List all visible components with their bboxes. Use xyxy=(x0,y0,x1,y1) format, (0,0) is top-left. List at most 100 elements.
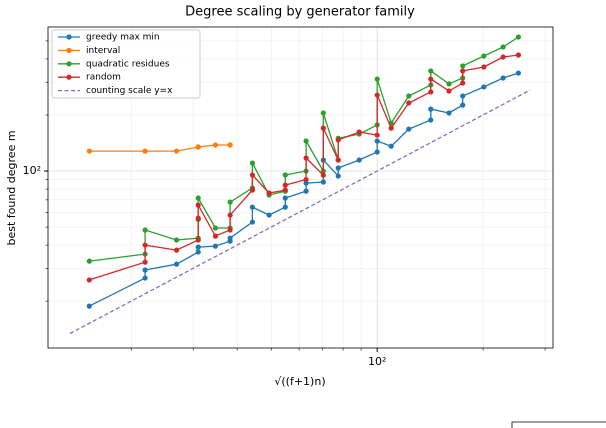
data-point xyxy=(320,125,326,131)
series-line xyxy=(89,54,519,281)
data-point xyxy=(173,237,180,243)
data-point xyxy=(303,188,309,194)
data-point xyxy=(227,199,233,205)
data-point xyxy=(303,155,309,161)
data-point xyxy=(195,215,201,221)
data-point xyxy=(374,92,380,98)
legend-label: quadratic residues xyxy=(86,59,170,69)
data-point xyxy=(282,182,288,188)
data-point xyxy=(266,190,272,196)
legend: greedy max min interval quadratic residues… xyxy=(51,29,201,99)
data-point xyxy=(428,89,434,95)
data-point xyxy=(266,212,272,218)
data-point xyxy=(335,173,341,179)
legend-marker xyxy=(66,74,72,80)
x-axis-label: √((f+1)n) xyxy=(274,375,325,388)
chart-title: Degree scaling by generator family xyxy=(185,5,415,20)
data-point xyxy=(212,142,219,148)
data-point xyxy=(388,143,394,149)
legend-label: random xyxy=(86,73,121,83)
legend-marker xyxy=(66,34,72,40)
data-point xyxy=(212,225,219,231)
data-point xyxy=(212,243,219,249)
legend-marker xyxy=(66,61,72,67)
legend-label: counting scale y=x xyxy=(86,86,173,96)
data-point xyxy=(320,172,326,178)
legend-marker xyxy=(66,47,72,54)
data-point xyxy=(374,149,380,155)
data-point xyxy=(249,204,256,210)
x-tick-label: 10² xyxy=(368,355,386,368)
data-point xyxy=(142,259,148,265)
data-point xyxy=(481,53,487,59)
data-point xyxy=(227,142,233,148)
data-point xyxy=(195,249,201,255)
series-line xyxy=(69,89,531,335)
data-point xyxy=(227,235,233,241)
data-point xyxy=(212,233,219,239)
data-point xyxy=(460,68,466,74)
data-point xyxy=(500,44,506,50)
data-point xyxy=(356,129,362,135)
data-point xyxy=(86,258,92,264)
data-point xyxy=(142,242,148,248)
data-point xyxy=(303,176,309,183)
data-point xyxy=(195,202,201,208)
data-point xyxy=(320,179,326,185)
plot-frame xyxy=(47,26,554,349)
data-point xyxy=(374,76,380,82)
data-point xyxy=(173,261,180,267)
data-point xyxy=(86,277,92,283)
data-point xyxy=(142,275,148,281)
clipped-box xyxy=(511,421,606,428)
data-point xyxy=(195,237,201,243)
data-point xyxy=(227,212,233,218)
series-line xyxy=(89,72,519,307)
data-point xyxy=(515,52,522,58)
data-point xyxy=(460,102,466,108)
data-point xyxy=(249,219,256,225)
data-point xyxy=(406,126,412,132)
data-point xyxy=(428,106,434,112)
data-point xyxy=(142,148,148,154)
data-point xyxy=(374,132,380,138)
data-point xyxy=(195,244,201,250)
data-point xyxy=(86,148,92,154)
series-line xyxy=(89,144,231,152)
data-point xyxy=(428,68,434,74)
data-point xyxy=(142,267,148,273)
data-point xyxy=(249,172,256,178)
y-axis-label: best found degree m xyxy=(5,130,18,245)
data-point xyxy=(86,303,92,309)
data-point xyxy=(335,157,341,163)
data-point xyxy=(481,64,487,70)
data-point xyxy=(142,227,148,233)
data-point xyxy=(515,70,522,76)
data-point xyxy=(173,247,180,253)
data-point xyxy=(446,110,452,116)
data-point xyxy=(446,81,452,87)
data-point xyxy=(282,187,288,193)
data-point xyxy=(356,157,362,163)
data-point xyxy=(388,125,394,131)
data-point xyxy=(320,110,326,116)
data-point xyxy=(481,84,487,90)
y-tick-label: 10² xyxy=(23,164,41,177)
data-point xyxy=(500,54,506,60)
data-point xyxy=(249,160,256,166)
data-point xyxy=(282,195,288,201)
data-point xyxy=(282,172,288,178)
data-point xyxy=(195,195,201,201)
data-point xyxy=(406,93,412,99)
data-point xyxy=(428,117,434,123)
data-point xyxy=(374,138,380,144)
data-point xyxy=(335,165,341,171)
data-point xyxy=(303,180,309,186)
data-point xyxy=(173,148,180,154)
data-point xyxy=(282,204,288,210)
data-point xyxy=(406,100,412,106)
legend-label: greedy max min xyxy=(86,33,160,43)
legend-label: interval xyxy=(86,46,120,56)
data-point xyxy=(303,138,309,144)
